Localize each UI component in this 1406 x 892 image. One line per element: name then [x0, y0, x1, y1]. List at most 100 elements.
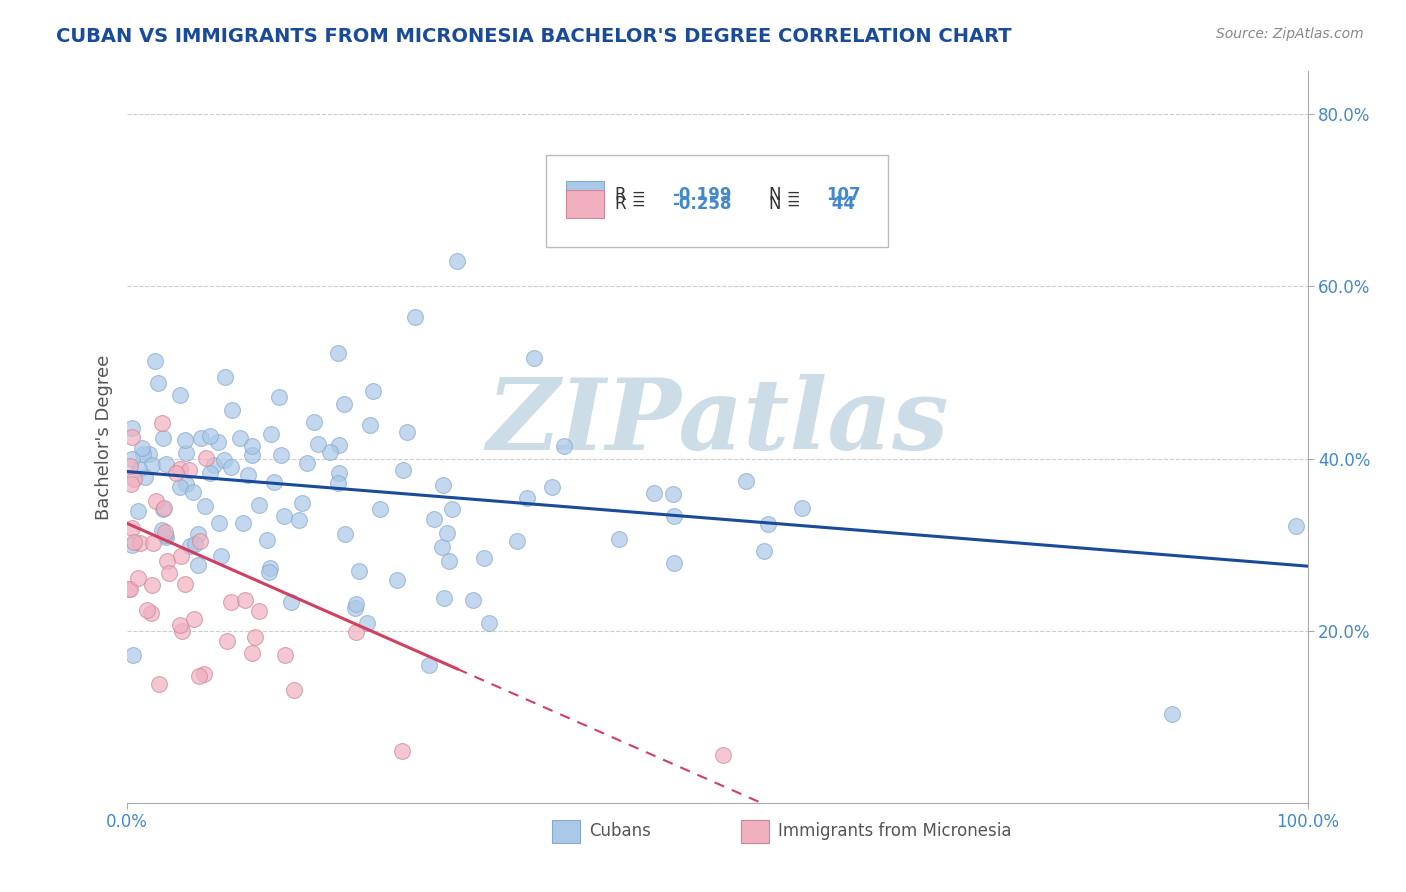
Point: [664, 509, 686, 524]
Text: Cubans: Cubans: [589, 822, 651, 840]
Point: [346, 624, 368, 639]
Point: [176, 446, 198, 460]
Point: [207, 434, 229, 449]
Point: [319, 444, 342, 458]
Point: [274, 648, 297, 662]
Point: [607, 532, 630, 546]
Point: [209, 549, 232, 564]
Point: [418, 657, 440, 672]
Text: CUBAN VS IMMIGRANTS FROM MICRONESIA BACHELOR'S DEGREE CORRELATION CHART: CUBAN VS IMMIGRANTS FROM MICRONESIA BACH…: [56, 27, 1012, 45]
Point: [240, 439, 263, 453]
Point: [391, 744, 413, 758]
Point: [146, 376, 169, 391]
Bar: [565, 181, 603, 209]
Point: [169, 617, 191, 632]
Point: [436, 525, 458, 540]
Point: [188, 669, 211, 683]
Point: [121, 421, 143, 435]
Point: [181, 485, 204, 500]
Point: [139, 606, 162, 620]
Point: [221, 402, 243, 417]
Point: [328, 466, 350, 480]
Point: [183, 612, 205, 626]
Point: [326, 476, 349, 491]
Point: [307, 437, 329, 451]
Point: [263, 475, 285, 489]
Point: [122, 535, 145, 549]
Point: [207, 516, 229, 531]
Point: [404, 310, 426, 324]
Point: [270, 448, 292, 462]
Point: [247, 498, 270, 512]
Point: [233, 593, 256, 607]
Point: [662, 556, 685, 570]
Point: [256, 533, 278, 547]
Bar: [741, 820, 769, 843]
Point: [280, 595, 302, 609]
Point: [143, 354, 166, 368]
Point: [219, 595, 242, 609]
Point: [297, 456, 319, 470]
Point: [145, 494, 167, 508]
Point: [236, 467, 259, 482]
Point: [214, 453, 236, 467]
Point: [120, 476, 142, 491]
Point: [131, 442, 153, 456]
Point: [155, 528, 177, 542]
Point: [523, 351, 546, 365]
Point: [155, 457, 177, 471]
Point: [142, 535, 165, 549]
Text: -0.258: -0.258: [672, 194, 731, 213]
Point: [328, 438, 350, 452]
Text: R =: R =: [616, 186, 651, 204]
Point: [202, 458, 225, 473]
Point: [242, 646, 264, 660]
Point: [127, 571, 149, 585]
Point: [1161, 706, 1184, 721]
Text: Source: ZipAtlas.com: Source: ZipAtlas.com: [1216, 27, 1364, 41]
Point: [756, 516, 779, 531]
Point: [361, 384, 384, 399]
Point: [121, 648, 143, 662]
Point: [132, 447, 155, 461]
Point: [392, 462, 415, 476]
Point: [259, 560, 281, 574]
Point: [121, 521, 143, 535]
Point: [553, 439, 575, 453]
Point: [328, 346, 350, 360]
Text: N =: N =: [769, 186, 806, 204]
Point: [356, 615, 378, 630]
Point: [190, 431, 212, 445]
Point: [540, 480, 562, 494]
Point: [150, 523, 173, 537]
Point: [121, 538, 143, 552]
Point: [188, 534, 211, 549]
Point: [257, 565, 280, 579]
Point: [194, 499, 217, 513]
Text: 107: 107: [825, 186, 860, 204]
Point: [165, 466, 187, 480]
Point: [121, 430, 143, 444]
Point: [179, 539, 201, 553]
Point: [152, 431, 174, 445]
Point: [217, 633, 239, 648]
Point: [156, 554, 179, 568]
Point: [396, 425, 419, 439]
Point: [148, 677, 170, 691]
Point: [152, 501, 174, 516]
Point: [128, 536, 150, 550]
Point: [752, 544, 775, 558]
Text: 44: 44: [825, 194, 855, 213]
Point: [643, 485, 665, 500]
Point: [152, 417, 174, 431]
Point: [288, 513, 311, 527]
Point: [187, 527, 209, 541]
Point: [461, 592, 484, 607]
Point: [128, 462, 150, 476]
Point: [1285, 519, 1308, 533]
Point: [184, 536, 207, 550]
Point: [343, 600, 366, 615]
Point: [432, 478, 454, 492]
Point: [177, 463, 200, 477]
Point: [193, 666, 215, 681]
